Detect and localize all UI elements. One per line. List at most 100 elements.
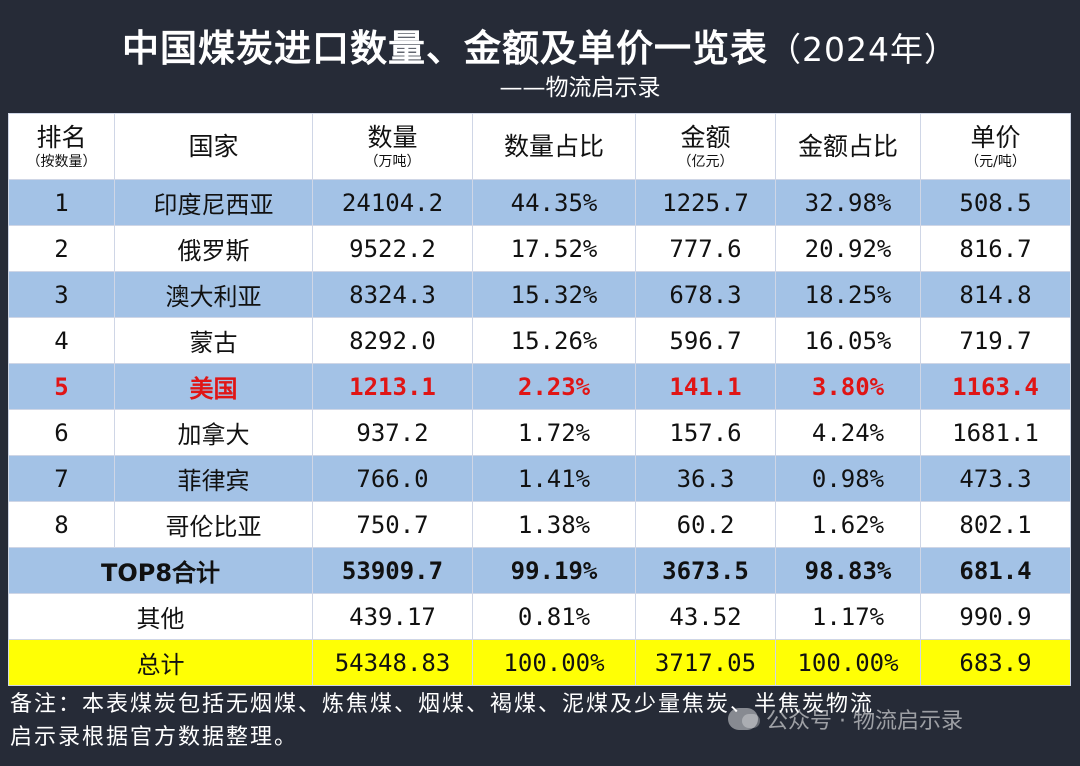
- amount-share-cell: 100.00%: [775, 639, 921, 686]
- country-cell: 哥伦比亚: [114, 501, 313, 548]
- amount-cell: 678.3: [635, 271, 776, 318]
- amount-cell: 157.6: [635, 409, 776, 456]
- country-cell: 蒙古: [114, 317, 313, 364]
- wechat-icon: [728, 708, 760, 730]
- unit-price-cell: 814.8: [920, 271, 1071, 318]
- table-row: 4 蒙古 8292.0 15.26% 596.7 16.05% 719.7: [8, 317, 1071, 364]
- quantity-cell: 8324.3: [312, 271, 473, 318]
- country-cell: 俄罗斯: [114, 225, 313, 272]
- header-cell-country: 国家: [114, 113, 313, 180]
- header-cell-quantity-share: 数量占比: [472, 113, 636, 180]
- quantity-share-cell: 15.26%: [472, 317, 636, 364]
- title-text: 中国煤炭进口数量、金额及单价一览表: [122, 27, 768, 70]
- page-subtitle: ——物流启示录: [499, 75, 661, 101]
- quantity-cell: 53909.7: [312, 547, 473, 594]
- quantity-share-cell: 15.32%: [472, 271, 636, 318]
- table-row: 3 澳大利亚 8324.3 15.32% 678.3 18.25% 814.8: [8, 271, 1071, 318]
- amount-share-cell: 1.62%: [775, 501, 921, 548]
- quantity-share-cell: 1.72%: [472, 409, 636, 456]
- quantity-cell: 1213.1: [312, 363, 473, 410]
- amount-cell: 596.7: [635, 317, 776, 364]
- header-cell-quantity: 数量 （万吨）: [312, 113, 473, 180]
- rank-cell: 6: [8, 409, 115, 456]
- amount-cell: 36.3: [635, 455, 776, 502]
- watermark-text: 公众号 · 物流启示录: [766, 709, 963, 734]
- amount-cell: 3717.05: [635, 639, 776, 686]
- quantity-share-cell: 2.23%: [472, 363, 636, 410]
- footnote-line-1: 备注：本表煤炭包括无烟煤、炼焦煤、烟煤、褐煤、泥煤及少量焦炭、半焦炭物流: [10, 692, 875, 717]
- quantity-cell: 8292.0: [312, 317, 473, 364]
- coal-import-table: 排名 （按数量） 国家 数量 （万吨） 数量占比 金额 （亿元） 金额占比 单价 （元/…: [8, 113, 1071, 686]
- other-label: 其他: [8, 593, 313, 640]
- country-cell: 美国: [114, 363, 313, 410]
- amount-share-cell: 98.83%: [775, 547, 921, 594]
- unit-price-cell: 816.7: [920, 225, 1071, 272]
- amount-cell: 60.2: [635, 501, 776, 548]
- amount-share-cell: 32.98%: [775, 179, 921, 226]
- top8-total-row: TOP8合计 53909.7 99.19% 3673.5 98.83% 681.…: [8, 547, 1071, 594]
- quantity-share-cell: 99.19%: [472, 547, 636, 594]
- rank-cell: 5: [8, 363, 115, 410]
- amount-share-cell: 3.80%: [775, 363, 921, 410]
- unit-price-cell: 683.9: [920, 639, 1071, 686]
- amount-cell: 777.6: [635, 225, 776, 272]
- footnote: 备注：本表煤炭包括无烟煤、炼焦煤、烟煤、褐煤、泥煤及少量焦炭、半焦炭物流 启示录…: [10, 688, 1070, 754]
- unit-price-cell: 473.3: [920, 455, 1071, 502]
- quantity-cell: 439.17: [312, 593, 473, 640]
- quantity-share-cell: 1.41%: [472, 455, 636, 502]
- table-header-row: 排名 （按数量） 国家 数量 （万吨） 数量占比 金额 （亿元） 金额占比 单价 （元/…: [8, 113, 1071, 180]
- rank-cell: 7: [8, 455, 115, 502]
- rank-cell: 8: [8, 501, 115, 548]
- amount-cell: 141.1: [635, 363, 776, 410]
- unit-price-cell: 719.7: [920, 317, 1071, 364]
- country-cell: 印度尼西亚: [114, 179, 313, 226]
- total-label: 总计: [8, 639, 313, 686]
- rank-cell: 1: [8, 179, 115, 226]
- unit-price-cell: 1163.4: [920, 363, 1071, 410]
- table-row: 1 印度尼西亚 24104.2 44.35% 1225.7 32.98% 508…: [8, 179, 1071, 226]
- amount-share-cell: 20.92%: [775, 225, 921, 272]
- table-row: 6 加拿大 937.2 1.72% 157.6 4.24% 1681.1: [8, 409, 1071, 456]
- grand-total-row: 总计 54348.83 100.00% 3717.05 100.00% 683.…: [8, 639, 1071, 686]
- quantity-cell: 937.2: [312, 409, 473, 456]
- watermark: 公众号 · 物流启示录: [728, 703, 963, 735]
- quantity-cell: 9522.2: [312, 225, 473, 272]
- rank-cell: 3: [8, 271, 115, 318]
- quantity-cell: 24104.2: [312, 179, 473, 226]
- quantity-cell: 54348.83: [312, 639, 473, 686]
- unit-price-cell: 681.4: [920, 547, 1071, 594]
- amount-share-cell: 18.25%: [775, 271, 921, 318]
- quantity-share-cell: 1.38%: [472, 501, 636, 548]
- rank-cell: 2: [8, 225, 115, 272]
- quantity-cell: 750.7: [312, 501, 473, 548]
- quantity-share-cell: 44.35%: [472, 179, 636, 226]
- quantity-cell: 766.0: [312, 455, 473, 502]
- unit-price-cell: 990.9: [920, 593, 1071, 640]
- header-cell-amount: 金额 （亿元）: [635, 113, 776, 180]
- amount-cell: 43.52: [635, 593, 776, 640]
- unit-price-cell: 1681.1: [920, 409, 1071, 456]
- other-row: 其他 439.17 0.81% 43.52 1.17% 990.9: [8, 593, 1071, 640]
- amount-share-cell: 4.24%: [775, 409, 921, 456]
- amount-cell: 3673.5: [635, 547, 776, 594]
- rank-cell: 4: [8, 317, 115, 364]
- header-cell-amount-share: 金额占比: [775, 113, 921, 180]
- quantity-share-cell: 0.81%: [472, 593, 636, 640]
- country-cell: 加拿大: [114, 409, 313, 456]
- title-year: （2024年）: [768, 30, 958, 69]
- amount-share-cell: 1.17%: [775, 593, 921, 640]
- unit-price-cell: 802.1: [920, 501, 1071, 548]
- header: 中国煤炭进口数量、金额及单价一览表（2024年） ——物流启示录: [0, 0, 1080, 112]
- quantity-share-cell: 17.52%: [472, 225, 636, 272]
- quantity-share-cell: 100.00%: [472, 639, 636, 686]
- page-title: 中国煤炭进口数量、金额及单价一览表（2024年）: [0, 18, 1080, 72]
- header-cell-rank: 排名 （按数量）: [8, 113, 115, 180]
- unit-price-cell: 508.5: [920, 179, 1071, 226]
- country-cell: 菲律宾: [114, 455, 313, 502]
- amount-share-cell: 16.05%: [775, 317, 921, 364]
- table-row-highlighted: 5 美国 1213.1 2.23% 141.1 3.80% 1163.4: [8, 363, 1071, 410]
- table-row: 7 菲律宾 766.0 1.41% 36.3 0.98% 473.3: [8, 455, 1071, 502]
- header-cell-unit-price: 单价 （元/吨）: [920, 113, 1071, 180]
- table-row: 2 俄罗斯 9522.2 17.52% 777.6 20.92% 816.7: [8, 225, 1071, 272]
- top8-label: TOP8合计: [8, 547, 313, 594]
